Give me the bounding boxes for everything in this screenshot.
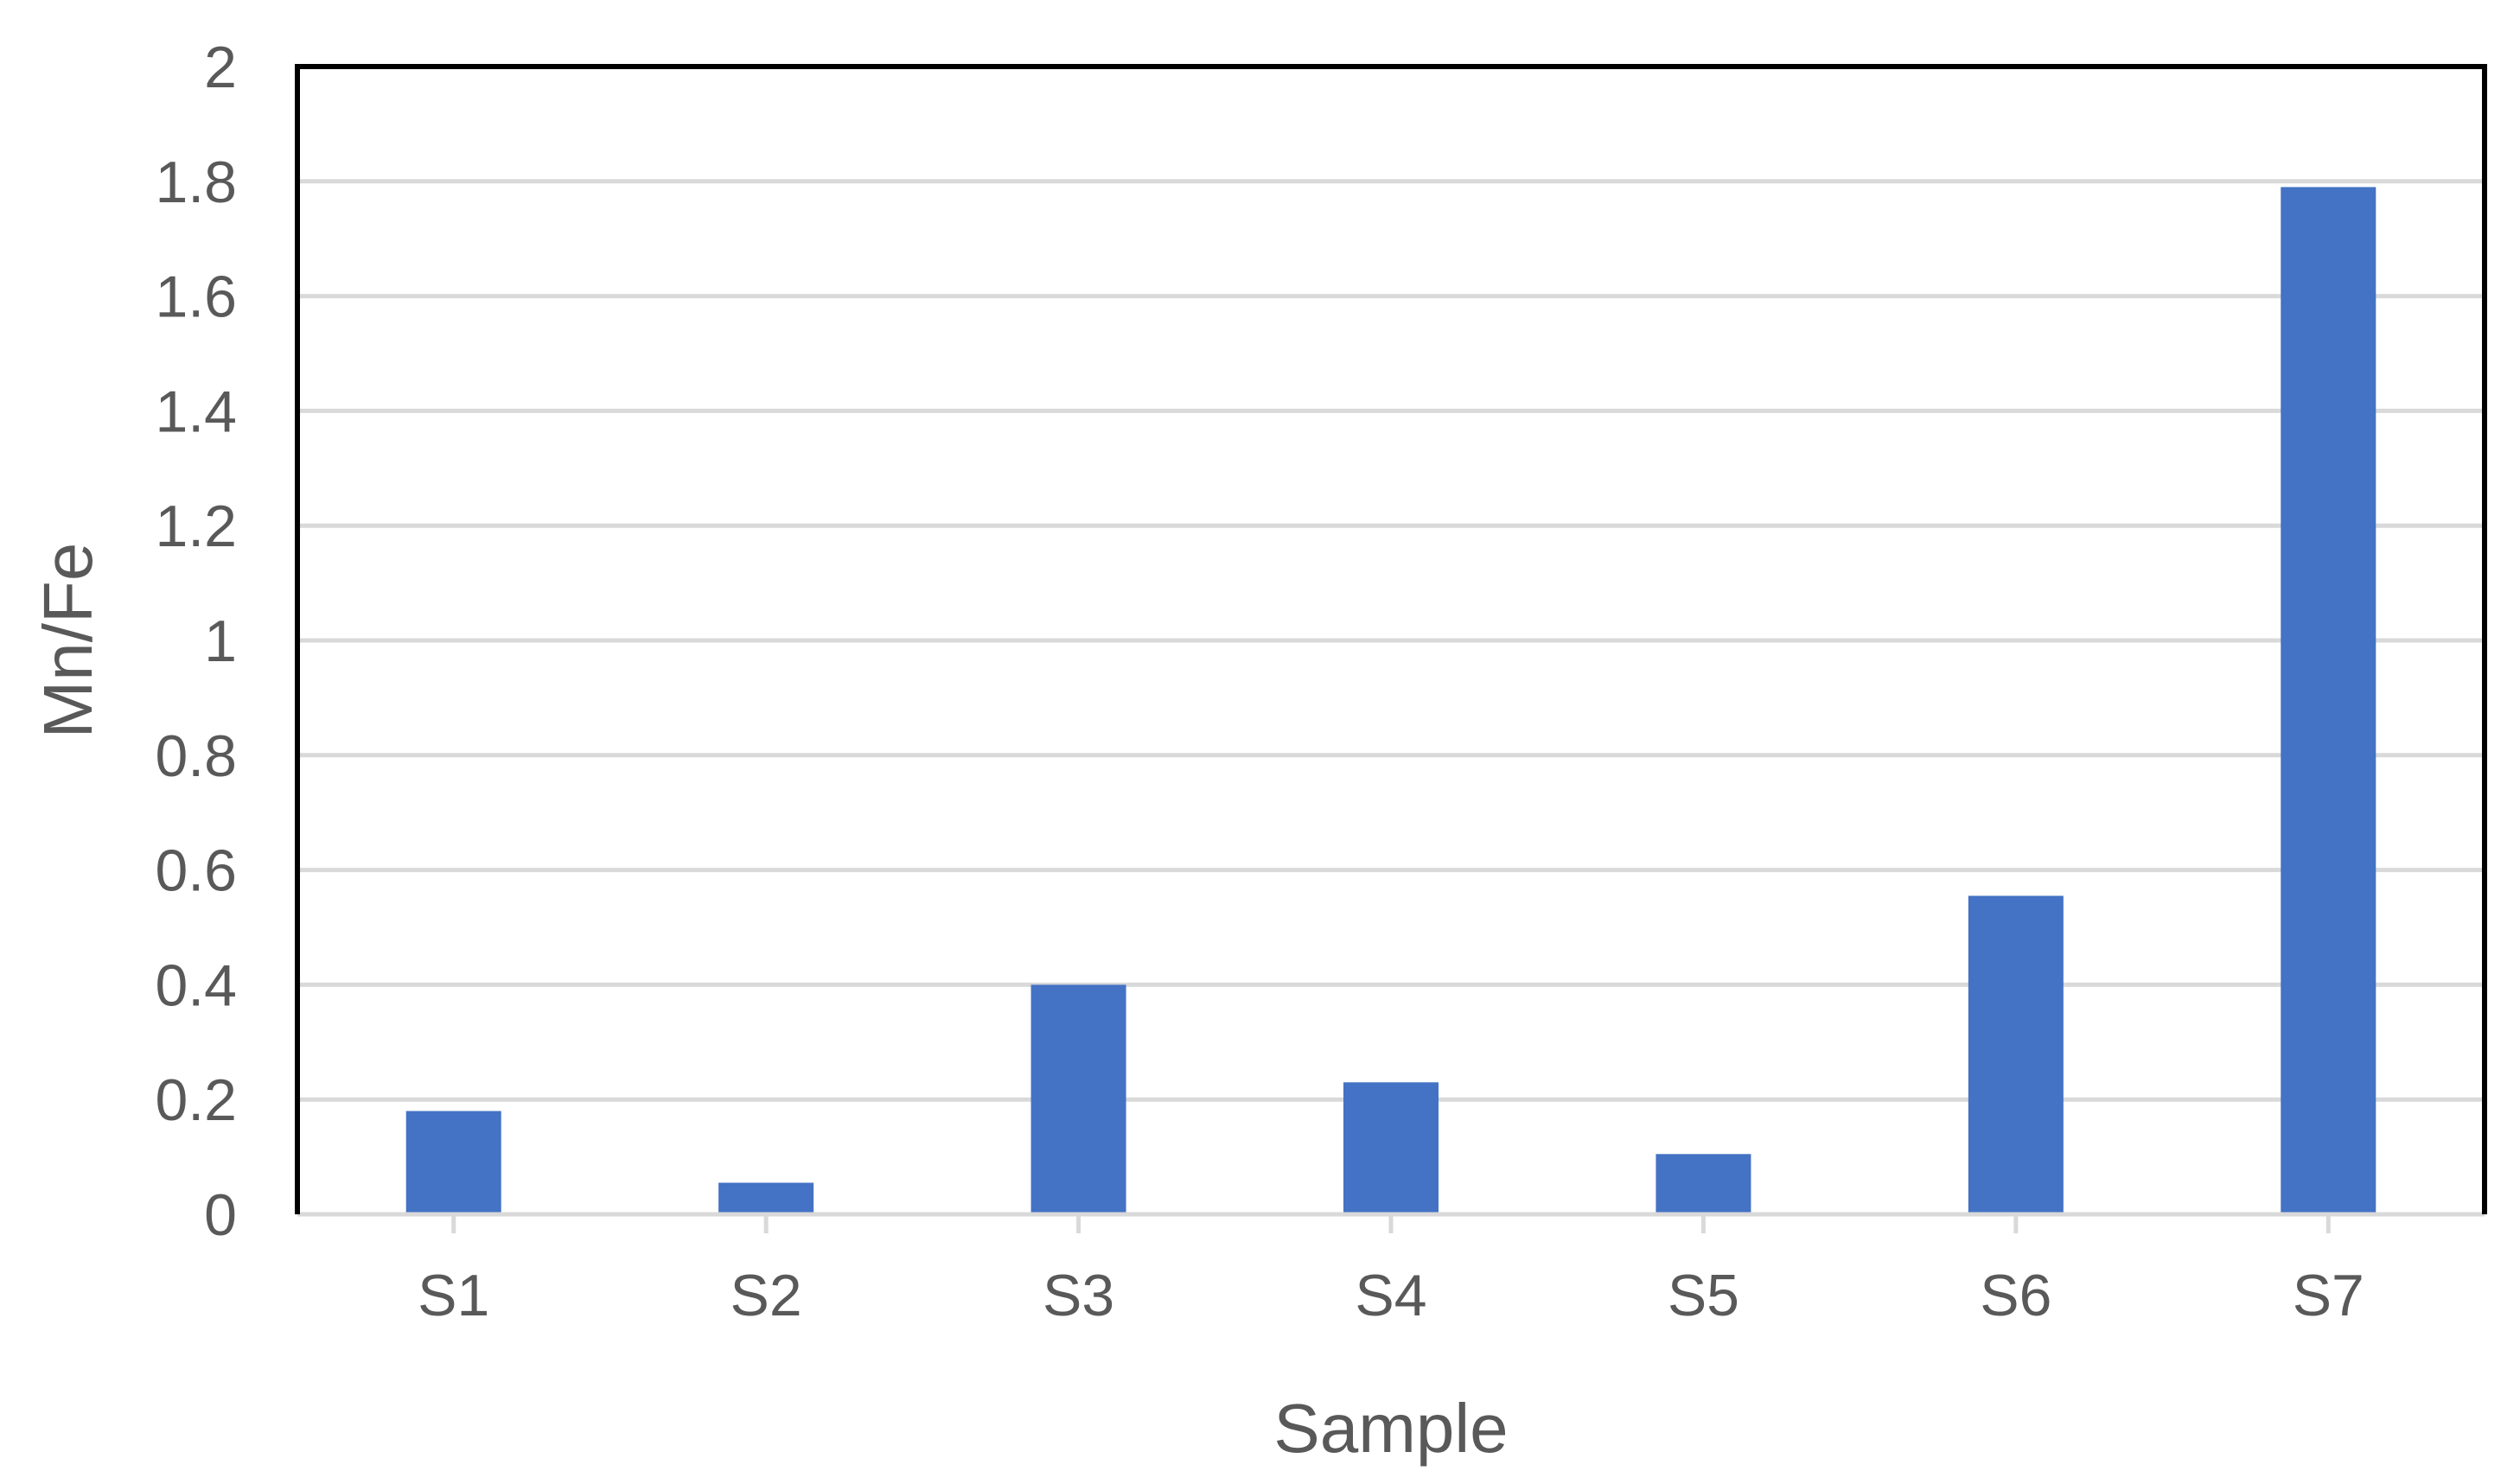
y-tick-label: 1.8 <box>155 150 237 215</box>
x-tick-label: S5 <box>1668 1263 1739 1328</box>
x-axis-ticks: S1 S2 S3 S4 S5 S6 S7 <box>418 1214 2364 1328</box>
y-axis-ticks: 0 0.2 0.4 0.6 0.8 1 1.2 1.4 1.6 1.8 2 <box>155 35 237 1248</box>
bar-s2 <box>718 1182 814 1214</box>
bar-s1 <box>405 1111 501 1214</box>
bar-s6 <box>1968 895 2064 1214</box>
y-tick-label: 0.4 <box>155 952 237 1018</box>
y-tick-label: 0 <box>204 1182 237 1248</box>
plot-frame <box>295 64 2487 1214</box>
x-tick-label: S7 <box>2293 1263 2364 1328</box>
y-tick-label: 0.2 <box>155 1067 237 1133</box>
x-tick-label: S3 <box>1043 1263 1114 1328</box>
bars <box>405 187 2376 1215</box>
y-tick-label: 1.6 <box>155 264 237 330</box>
y-tick-label: 1 <box>204 608 237 674</box>
x-tick-label: S4 <box>1355 1263 1426 1328</box>
y-axis-title: Mn/Fe <box>29 543 106 739</box>
bar-s4 <box>1343 1082 1439 1214</box>
y-tick-label: 1.2 <box>155 494 237 559</box>
y-tick-label: 2 <box>204 35 237 100</box>
gridlines <box>297 179 2485 1102</box>
x-axis-title: Sample <box>1273 1390 1508 1467</box>
bar-s3 <box>1030 984 1126 1214</box>
y-tick-label: 0.8 <box>155 723 237 789</box>
y-tick-label: 1.4 <box>155 379 237 444</box>
x-tick-label: S2 <box>730 1263 802 1328</box>
bar-s5 <box>1656 1154 1751 1214</box>
x-tick-label: S1 <box>418 1263 489 1328</box>
x-tick-label: S6 <box>1980 1263 2051 1328</box>
y-tick-label: 0.6 <box>155 838 237 904</box>
bar-s7 <box>2281 187 2376 1215</box>
